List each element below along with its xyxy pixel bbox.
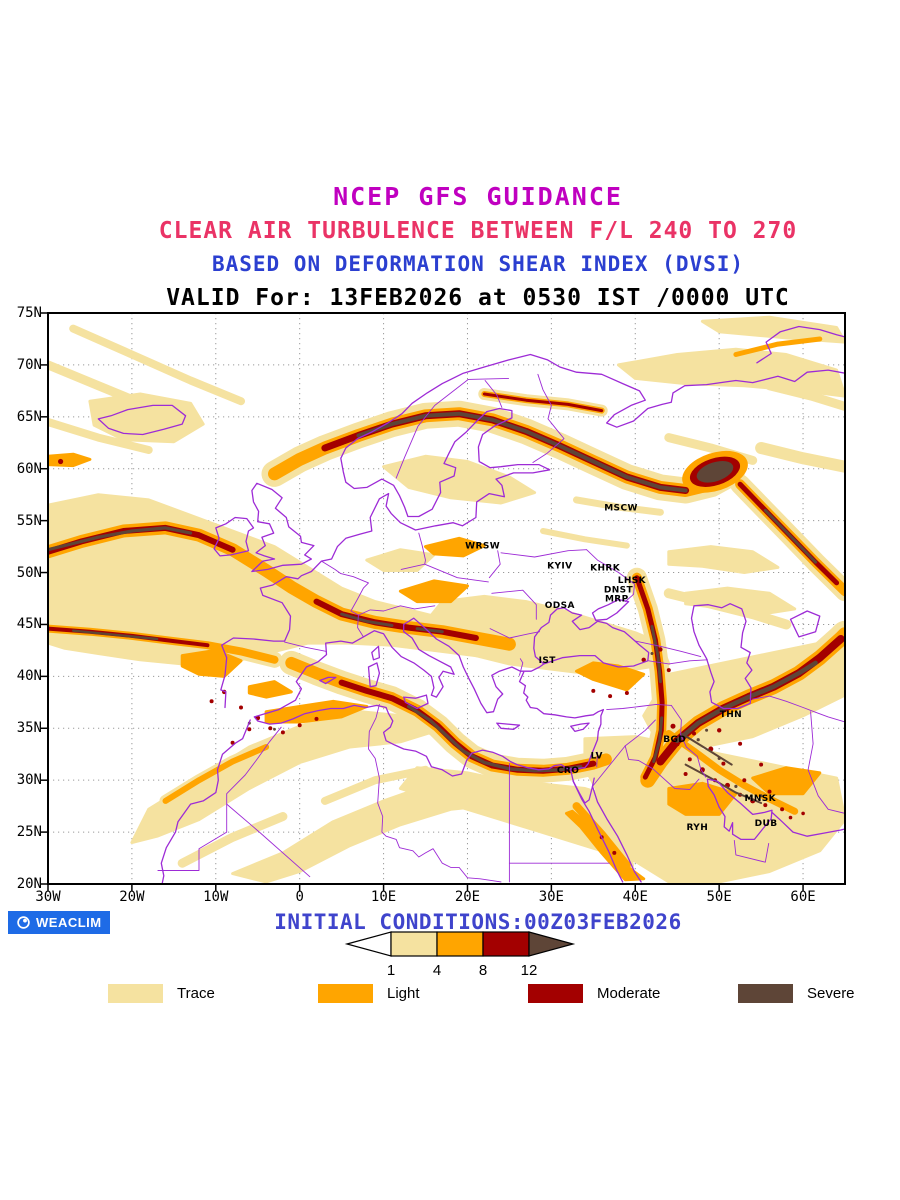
x-axis-label: 50E [706, 889, 732, 905]
y-axis-label: 20N [16, 876, 42, 892]
legend-swatch-trace [108, 984, 163, 1003]
y-axis-label: 40N [16, 668, 42, 685]
initial-conditions-text: INITIAL CONDITIONS:00Z03FEB2026 [274, 910, 682, 934]
title-block: NCEP GFS GUIDANCE CLEAR AIR TURBULENCE B… [56, 182, 900, 311]
scale-segment-light [436, 931, 484, 957]
weaclim-badge-label: WEACLIM [36, 915, 102, 930]
x-axis-label: 60E [790, 889, 816, 905]
title-line2: CLEAR AIR TURBULENCE BETWEEN F/L 240 TO … [158, 218, 798, 244]
legend-item-severe: Severe [738, 984, 855, 1003]
scale-tick-label: 12 [521, 962, 538, 979]
weaclim-logo-icon [17, 916, 30, 929]
coastline-layer [97, 325, 845, 884]
scale-tick-label: 8 [479, 962, 487, 979]
legend-label: Trace [177, 985, 215, 1002]
y-axis-label: 45N [16, 616, 42, 633]
city-label: LHSK [618, 576, 647, 586]
city-label: WRSW [465, 542, 500, 552]
x-axis-label: 40E [622, 889, 648, 905]
y-axis-label: 65N [16, 408, 42, 425]
city-label: RYH [686, 823, 708, 833]
legend-swatch-moderate [528, 984, 583, 1003]
y-axis-label: 50N [16, 564, 42, 581]
legend-item-trace: Trace [108, 984, 215, 1003]
legend-item-moderate: Moderate [528, 984, 660, 1003]
city-label: BGD [663, 735, 686, 745]
title-line3: BASED ON DEFORMATION SHEAR INDEX (DVSI) [211, 252, 745, 276]
intensity-scale-bar: 1 4 8 12 [344, 931, 576, 979]
city-label: IST [539, 656, 557, 666]
map-holder: MSCW WRSW KYIV KHRK LHSK DNST MRP ODSA IST LV CRO B… [38, 303, 855, 894]
city-label: ODSA [545, 601, 575, 611]
x-axis-label: 0 [295, 889, 304, 905]
x-axis-label: 30W [35, 889, 61, 905]
legend-label: Light [387, 985, 420, 1002]
y-axis-label: 75N [16, 305, 42, 321]
city-label: MNSK [745, 794, 777, 804]
city-label: KHRK [590, 564, 621, 574]
x-axis-label: 20W [119, 889, 145, 905]
scale-segment-moderate [482, 931, 530, 957]
y-axis-label: 25N [16, 824, 42, 841]
map-frame [47, 312, 846, 885]
legend-label: Severe [807, 985, 855, 1002]
x-axis-label: 20E [454, 889, 481, 905]
y-axis-label: 70N [16, 356, 42, 373]
scale-segment-trace [390, 931, 438, 957]
legend-swatch-severe [738, 984, 793, 1003]
scale-left-arrow [344, 931, 392, 957]
x-axis-label: 30E [538, 889, 564, 905]
y-axis-label: 55N [16, 512, 42, 529]
x-axis-label: 10E [370, 889, 397, 905]
city-label: MSCW [604, 503, 638, 513]
title-line4: VALID For: 13FEB2026 at 0530 IST /0000 U… [166, 285, 790, 311]
city-label: DNST [604, 585, 634, 595]
x-axis-label: 10W [203, 889, 229, 905]
severe-layer [48, 411, 818, 804]
scale-right-arrow [528, 931, 576, 957]
city-label: LV [591, 751, 603, 761]
weaclim-badge: WEACLIM [8, 911, 110, 934]
title-line1: NCEP GFS GUIDANCE [333, 182, 623, 211]
y-axis-label: 60N [16, 460, 42, 477]
y-axis-label: 30N [16, 772, 42, 789]
y-axis-label: 35N [16, 720, 42, 737]
scale-tick-label: 1 [387, 962, 395, 979]
city-label: THN [720, 710, 742, 720]
legend-item-light: Light [318, 984, 420, 1003]
legend-label: Moderate [597, 985, 661, 1002]
scale-tick-label: 4 [433, 962, 441, 979]
city-label: DUB [755, 819, 778, 829]
legend-swatch-light [318, 984, 373, 1003]
city-label: KYIV [547, 561, 572, 571]
city-label: MRP [605, 595, 629, 605]
city-label: CRO [557, 766, 579, 776]
